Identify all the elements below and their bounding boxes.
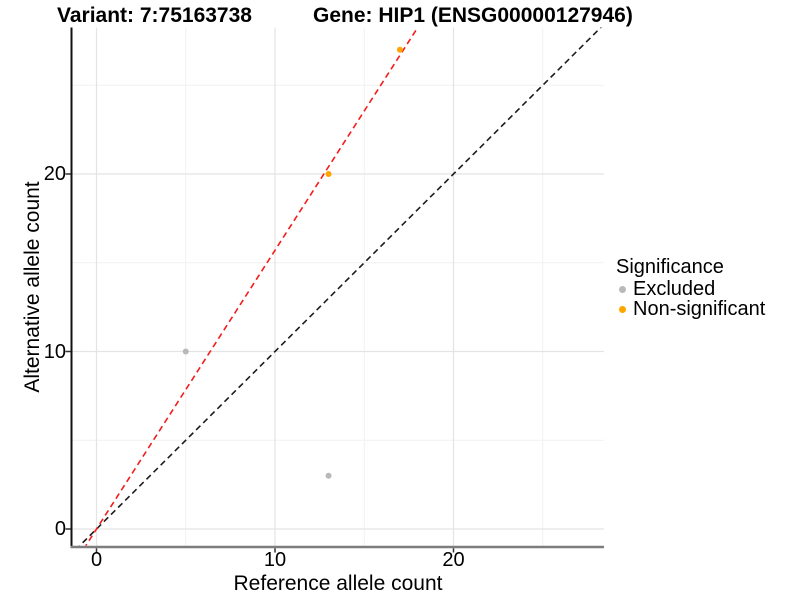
legend-item-label: Excluded [633,278,716,300]
data-point [182,348,189,355]
data-point [325,171,332,177]
data-point [325,472,332,479]
legend-item-non-significant: Non-significant [616,299,765,319]
x-tick-label: 20 [442,549,465,571]
non-significant-dot-icon [619,305,626,313]
x-axis-title: Reference allele count [233,572,443,595]
excluded-dot-icon [619,285,626,293]
y-tick-label: 0 [54,518,66,540]
x-tick-label: 0 [90,549,103,571]
data-point [396,46,403,53]
legend: Significance Excluded Non-significant [616,255,765,319]
fit-line [84,27,419,546]
variant-title: Variant: 7:75163738 [57,4,252,27]
legend-title: Significance [616,256,724,278]
legend-item-excluded: Excluded [616,279,765,299]
y-tick-label: 20 [43,163,66,185]
y-tick-label: 10 [43,340,66,363]
plot-panel [72,27,604,546]
gene-title: Gene: HIP1 (ENSG00000127946) [313,4,633,27]
x-tick-label: 10 [263,549,287,571]
legend-item-label: Non-significant [633,298,766,320]
